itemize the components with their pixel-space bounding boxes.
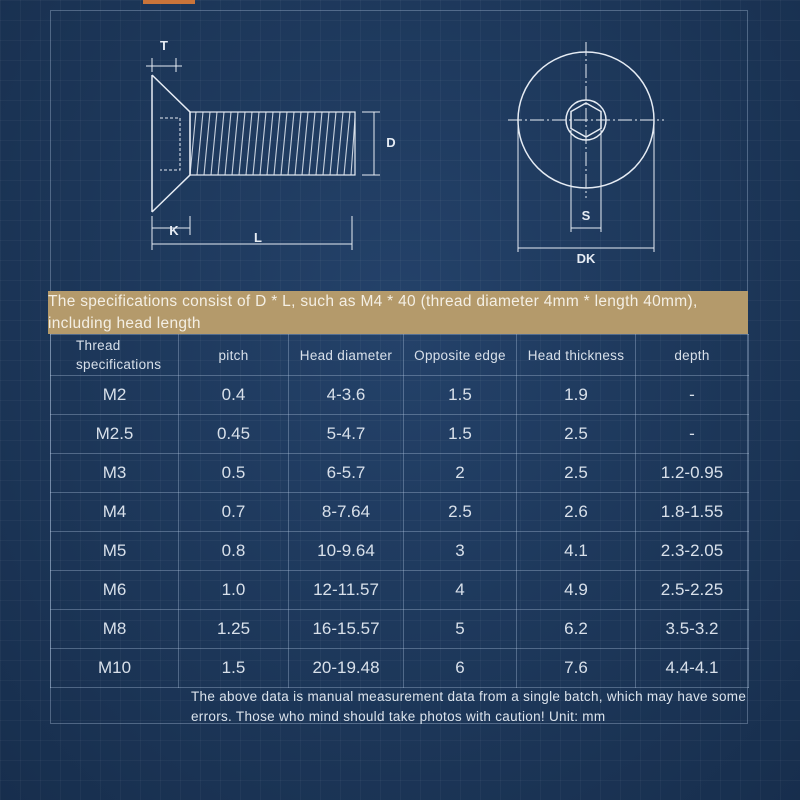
table-cell: 2.5 [516, 414, 636, 454]
table-cell: - [635, 375, 749, 415]
table-cell: M10 [50, 648, 179, 688]
header-row: Thread specifications pitch Head diameter O… [50, 334, 749, 376]
table-cell: 0.8 [178, 531, 289, 571]
table-cell: 2.5 [516, 453, 636, 493]
table-cell: 5-4.7 [288, 414, 404, 454]
header-cell: Opposite edge [403, 334, 517, 376]
table-row: M3 0.5 6-5.7 2 2.5 1.2-0.95 [50, 453, 749, 493]
table-cell: M2.5 [50, 414, 179, 454]
table-row: M8 1.25 16-15.57 5 6.2 3.5-3.2 [50, 609, 749, 649]
spec-table: Thread specifications pitch Head diameter O… [50, 334, 749, 688]
table-cell: 10-9.64 [288, 531, 404, 571]
table-cell: 0.45 [178, 414, 289, 454]
table-cell: 0.4 [178, 375, 289, 415]
table-cell: M2 [50, 375, 179, 415]
table-cell: 1.5 [403, 375, 517, 415]
table-cell: M8 [50, 609, 179, 649]
table-row: M6 1.0 12-11.57 4 4.9 2.5-2.25 [50, 570, 749, 610]
dim-s: S [582, 208, 591, 223]
table-cell: 2.3-2.05 [635, 531, 749, 571]
table-row: M4 0.7 8-7.64 2.5 2.6 1.8-1.55 [50, 492, 749, 532]
dim-t: T [160, 38, 168, 53]
banner: The specifications consist of D * L, suc… [48, 291, 748, 334]
dim-dk: DK [577, 251, 596, 266]
table-cell: 20-19.48 [288, 648, 404, 688]
table-cell: M4 [50, 492, 179, 532]
dim-d: D [386, 135, 395, 150]
table-cell: - [635, 414, 749, 454]
table-cell: 6-5.7 [288, 453, 404, 493]
table-cell: 0.5 [178, 453, 289, 493]
table-cell: 6 [403, 648, 517, 688]
header-cell: Head thickness [516, 334, 636, 376]
header-cell: Thread specifications [50, 334, 179, 376]
table-cell: 4 [403, 570, 517, 610]
table-row: M2 0.4 4-3.6 1.5 1.9- [50, 375, 749, 415]
table-cell: M5 [50, 531, 179, 571]
table-cell: 12-11.57 [288, 570, 404, 610]
table-row: M2.5 0.45 5-4.7 1.5 2.5- [50, 414, 749, 454]
table-cell: 16-15.57 [288, 609, 404, 649]
dim-l: L [254, 230, 262, 245]
table-row: M5 0.8 10-9.64 3 4.1 2.3-2.05 [50, 531, 749, 571]
diagram: T D K L S DK [146, 38, 664, 266]
table-cell: 1.2-0.95 [635, 453, 749, 493]
table-cell: M3 [50, 453, 179, 493]
table-cell: 4.4-4.1 [635, 648, 749, 688]
table-cell: 7.6 [516, 648, 636, 688]
table-cell: 4.9 [516, 570, 636, 610]
table-cell: 4.1 [516, 531, 636, 571]
header-cell: pitch [178, 334, 289, 376]
table-cell: 2.5-2.25 [635, 570, 749, 610]
table-cell: 0.7 [178, 492, 289, 532]
table-row: M10 1.5 20-19.48 6 7.6 4.4-4.1 [50, 648, 749, 688]
table-cell: 8-7.64 [288, 492, 404, 532]
table-cell: M6 [50, 570, 179, 610]
table-cell: 1.9 [516, 375, 636, 415]
dim-k: K [169, 223, 179, 238]
table-cell: 1.5 [403, 414, 517, 454]
table-cell: 3.5-3.2 [635, 609, 749, 649]
table-cell: 1.8-1.55 [635, 492, 749, 532]
table-cell: 2 [403, 453, 517, 493]
table-cell: 5 [403, 609, 517, 649]
footnote: The above data is manual measurement dat… [191, 689, 747, 724]
table-cell: 3 [403, 531, 517, 571]
header-cell: depth [635, 334, 749, 376]
table-cell: 6.2 [516, 609, 636, 649]
table-cell: 2.6 [516, 492, 636, 532]
table-cell: 1.5 [178, 648, 289, 688]
table-cell: 1.25 [178, 609, 289, 649]
table-cell: 1.0 [178, 570, 289, 610]
table-cell: 2.5 [403, 492, 517, 532]
accent [143, 0, 195, 4]
header-cell: Head diameter [288, 334, 404, 376]
table-cell: 4-3.6 [288, 375, 404, 415]
